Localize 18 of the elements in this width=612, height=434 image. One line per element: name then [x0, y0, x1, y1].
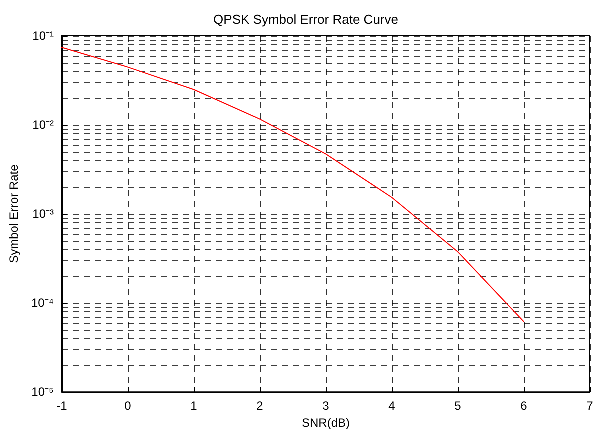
x-tick-label: 4: [388, 399, 396, 414]
x-tick-label: -1: [56, 399, 68, 414]
y-axis-title: Symbol Error Rate: [7, 164, 21, 264]
chart-title: QPSK Symbol Error Rate Curve: [214, 12, 398, 27]
y-tick-label: 10⁻²: [32, 118, 54, 132]
x-tick-label: 7: [586, 399, 594, 414]
y-tick-label: 10⁻³: [32, 207, 54, 222]
y-tick-label: 10⁻⁵: [32, 385, 54, 400]
x-tick-label: 5: [454, 399, 462, 414]
x-tick-label: 2: [256, 399, 264, 414]
x-tick-label: 3: [322, 399, 330, 414]
x-tick-label: 0: [124, 399, 132, 414]
y-tick-label: 10⁻⁴: [31, 296, 54, 310]
x-tick-label: 1: [190, 399, 198, 414]
x-tick-label: 6: [520, 399, 528, 414]
line-series: [62, 47, 524, 322]
y-tick-label: 10⁻¹: [32, 29, 54, 43]
x-axis-title: SNR(dB): [302, 416, 350, 430]
